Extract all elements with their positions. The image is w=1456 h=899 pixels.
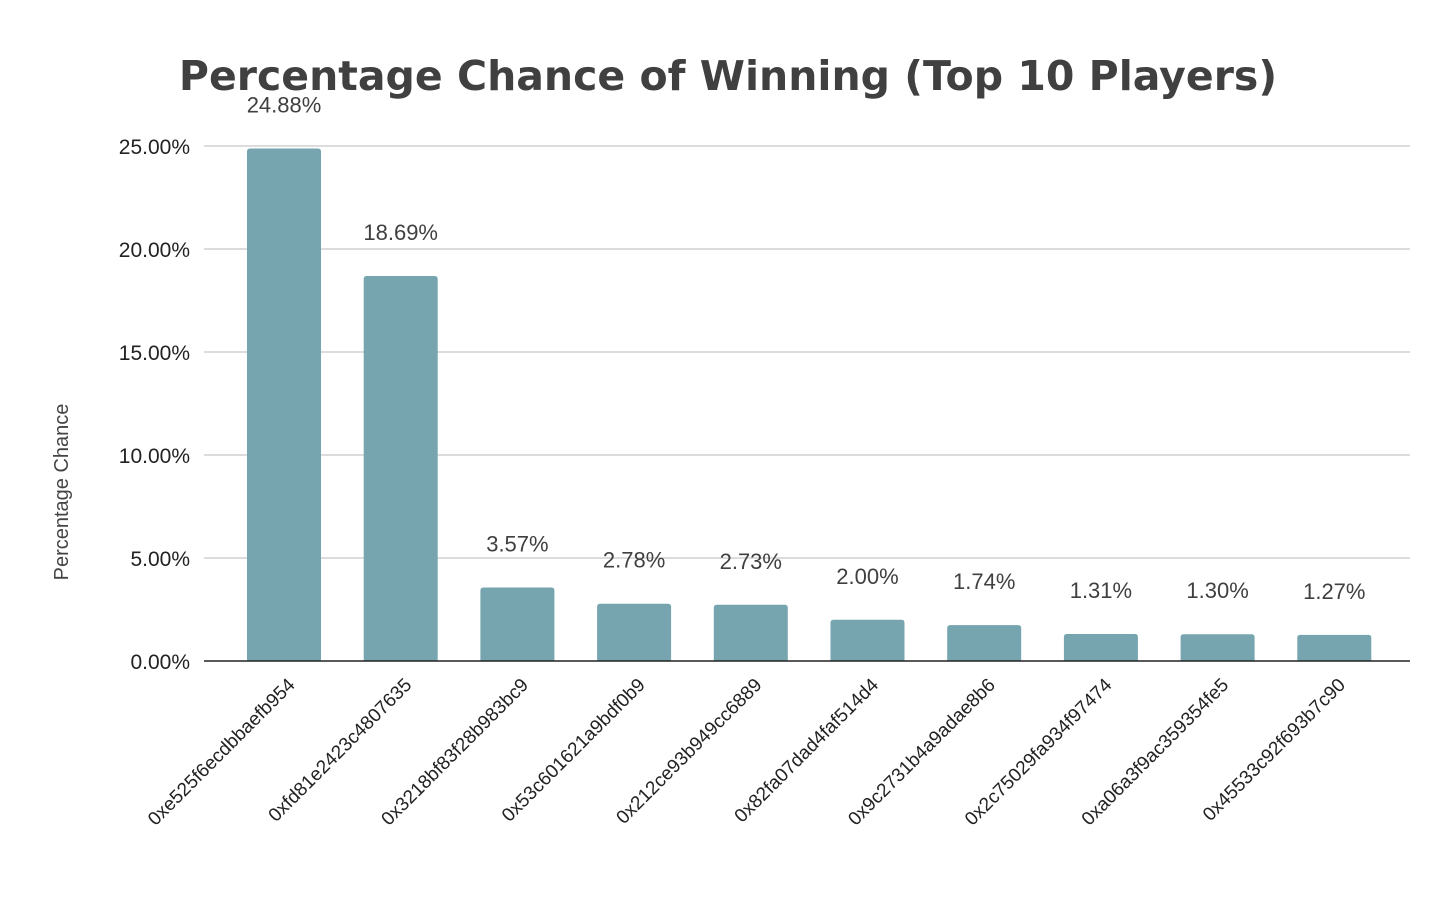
- data-label-3: 3.57%: [486, 531, 548, 556]
- data-label-1: 24.88%: [247, 92, 322, 117]
- y-axis-title: Percentage Chance: [51, 404, 73, 581]
- bar-8: [1063, 634, 1138, 661]
- data-label-8: 1.31%: [1070, 578, 1132, 603]
- bar-2: [363, 275, 438, 661]
- y-tick-label: 0.00%: [130, 651, 190, 674]
- data-label-10: 1.27%: [1303, 579, 1365, 604]
- data-labels: 24.88% 18.69% 3.57% 2.78% 2.73% 2.00% 1.74% 1.3…: [247, 92, 1366, 603]
- y-axis-ticks: 0.00% 5.00% 10.00% 15.00% 20.00% 25.00%: [119, 136, 190, 674]
- bar-3: [480, 587, 555, 661]
- bar-1: [247, 148, 321, 662]
- y-tick-label: 15.00%: [119, 342, 190, 365]
- bar-9: [1180, 634, 1255, 661]
- bar-5: [713, 604, 788, 661]
- bar-4: [597, 603, 672, 661]
- bar-10: [1297, 634, 1372, 661]
- data-label-9: 1.30%: [1186, 578, 1248, 603]
- y-tick-label: 25.00%: [119, 136, 190, 159]
- y-tick-label: 10.00%: [119, 445, 190, 468]
- bar-6: [830, 619, 905, 661]
- x-axis-ticks: 0xe525f6ecdbbaefb9540xfd81e2423c48076350…: [144, 674, 1350, 830]
- chart-title: Percentage Chance of Winning (Top 10 Pla…: [179, 52, 1277, 100]
- y-tick-label: 20.00%: [119, 239, 190, 262]
- y-tick-label: 5.00%: [130, 548, 190, 571]
- data-label-2: 18.69%: [363, 220, 438, 245]
- data-label-7: 1.74%: [953, 569, 1015, 594]
- bar-7: [947, 625, 1022, 661]
- data-label-4: 2.78%: [603, 548, 665, 573]
- data-label-5: 2.73%: [720, 549, 782, 574]
- data-label-6: 2.00%: [836, 564, 898, 589]
- bars: [247, 148, 1372, 662]
